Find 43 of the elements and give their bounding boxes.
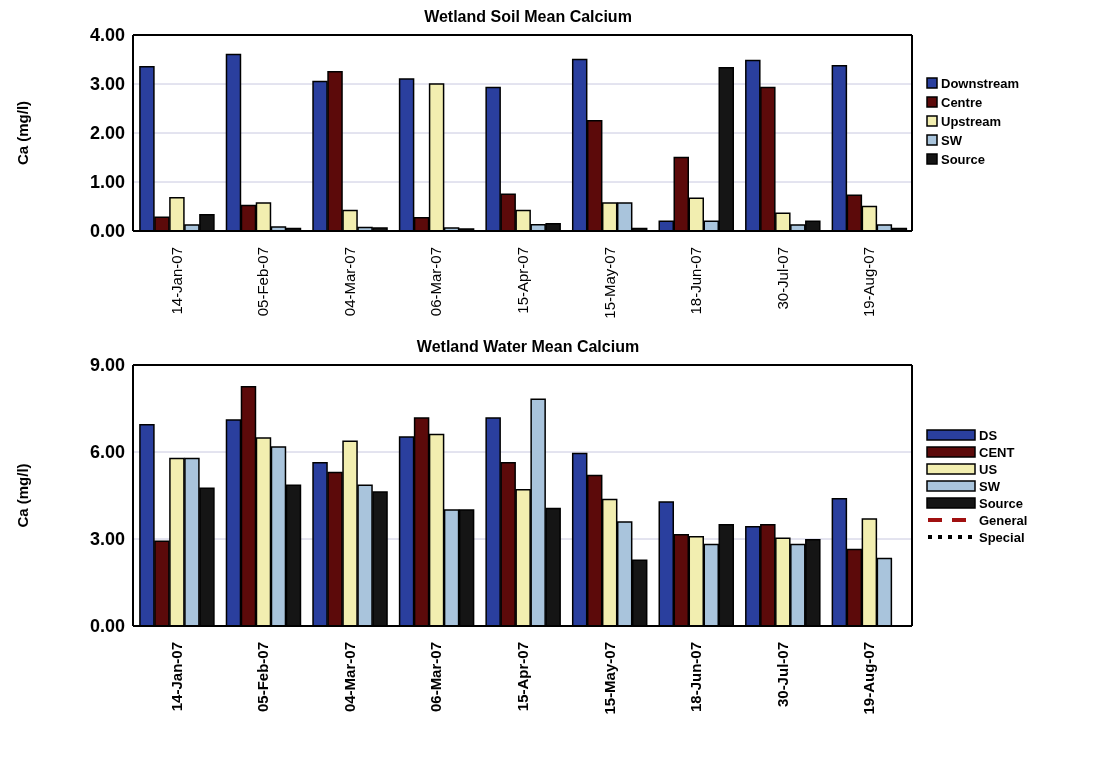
x-tick-label: 06-Mar-07 bbox=[427, 642, 445, 713]
y-tick-label: 9.00 bbox=[89, 355, 125, 376]
x-tick-label: 04-Mar-07 bbox=[340, 247, 358, 317]
chart-title: Wetland Water Mean Calcium bbox=[415, 338, 641, 356]
y-tick-label: 3.00 bbox=[89, 74, 125, 95]
legend-label: Centre bbox=[941, 94, 983, 110]
x-tick-label: 05-Feb-07 bbox=[254, 247, 272, 317]
x-tick-label: 15-Apr-07 bbox=[514, 642, 531, 712]
legend-label: SW bbox=[979, 478, 1000, 494]
x-tick-label: 06-Mar-07 bbox=[427, 247, 445, 317]
x-tick-label: 18-Jun-07 bbox=[687, 247, 705, 315]
legend-label: General bbox=[979, 512, 1028, 528]
x-tick-label: 18-Jun-07 bbox=[687, 642, 705, 713]
y-tick-label: 1.00 bbox=[89, 172, 125, 193]
x-tick-label: 15-May-07 bbox=[600, 247, 618, 319]
x-tick-label: 19-Aug-07 bbox=[860, 247, 878, 318]
legend-label: Source bbox=[979, 495, 1024, 511]
y-tick-label: 0.00 bbox=[89, 221, 125, 242]
x-tick-label: 14-Jan-07 bbox=[167, 247, 185, 315]
y-tick-label: 4.00 bbox=[89, 25, 125, 46]
legend-label: SW bbox=[941, 132, 962, 148]
y-axis-title: Ca (mg/l) bbox=[14, 463, 32, 528]
legend-label: Upstream bbox=[941, 113, 1001, 129]
x-tick-label: 15-May-07 bbox=[600, 642, 618, 715]
x-tick-label: 19-Aug-07 bbox=[860, 642, 878, 715]
x-tick-label: 14-Jan-07 bbox=[167, 642, 185, 712]
legend-label: DS bbox=[979, 427, 998, 443]
legend-label: Source bbox=[941, 151, 986, 167]
y-tick-label: 6.00 bbox=[89, 442, 125, 463]
legend-label: US bbox=[979, 461, 998, 477]
legend-label: Downstream bbox=[941, 75, 1020, 91]
y-axis-title: Ca (mg/l) bbox=[14, 100, 32, 166]
x-tick-label: 04-Mar-07 bbox=[340, 642, 358, 713]
y-tick-label: 2.00 bbox=[89, 123, 125, 144]
x-tick-label: 15-Apr-07 bbox=[514, 247, 531, 314]
chart-title: Wetland Soil Mean Calcium bbox=[423, 8, 633, 26]
x-tick-label: 30-Jul-07 bbox=[773, 247, 791, 310]
x-tick-label: 30-Jul-07 bbox=[773, 642, 791, 708]
y-tick-label: 0.00 bbox=[89, 616, 125, 637]
x-tick-label: 05-Feb-07 bbox=[254, 642, 272, 713]
legend-label: Special bbox=[979, 529, 1025, 545]
y-tick-label: 3.00 bbox=[89, 529, 125, 550]
legend-label: CENT bbox=[979, 444, 1015, 460]
